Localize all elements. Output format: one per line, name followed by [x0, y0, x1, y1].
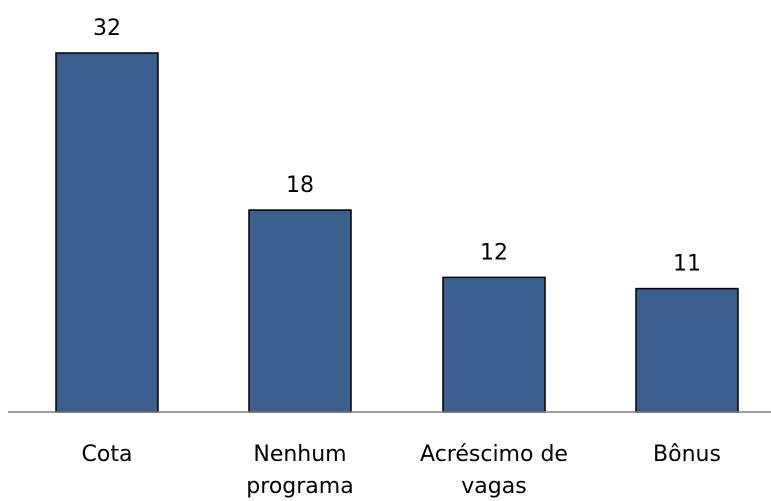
bar-3	[636, 289, 738, 412]
bar-1	[249, 210, 351, 412]
category-label-0: Cota	[82, 442, 133, 467]
value-label-1: 18	[286, 173, 314, 198]
category-label-1: Nenhum programa	[246, 442, 353, 499]
category-label-1-line-1: programa	[246, 474, 353, 499]
category-label-3: Bônus	[653, 442, 721, 467]
value-label-2: 12	[480, 240, 508, 265]
category-label-2: Acréscimo de vagas	[420, 442, 568, 499]
value-label-3: 11	[673, 252, 701, 277]
category-labels-group: Cota Nenhum programa Acréscimo de vagas Bônus	[82, 442, 721, 499]
category-label-1-line-0: Nenhum	[253, 442, 346, 467]
value-labels-group: 32 18 12 11	[93, 16, 701, 277]
category-label-2-line-1: vagas	[461, 474, 526, 499]
bar-2	[443, 277, 545, 412]
value-label-0: 32	[93, 16, 121, 41]
category-label-0-line-0: Cota	[82, 442, 133, 467]
category-label-2-line-0: Acréscimo de	[420, 442, 568, 467]
category-label-3-line-0: Bônus	[653, 442, 721, 467]
bars-group	[56, 53, 738, 412]
bar-0	[56, 53, 158, 412]
